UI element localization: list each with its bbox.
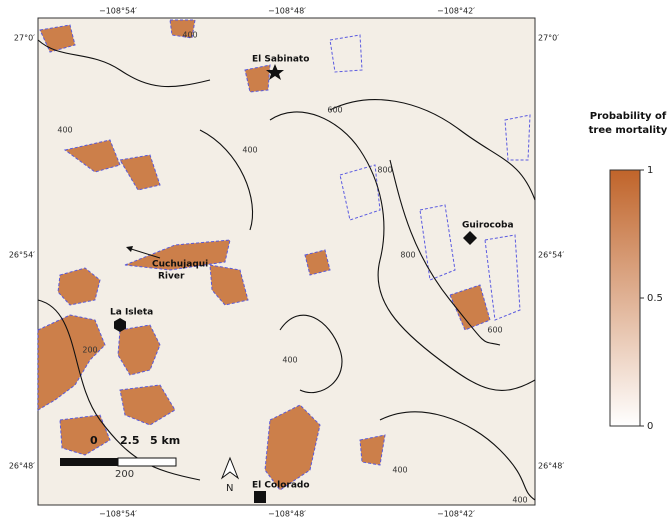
- scale-label: 0: [90, 434, 98, 447]
- contour-label: 400: [512, 496, 527, 505]
- scale-label: 5 km: [150, 434, 180, 447]
- contour-label: 200: [82, 346, 97, 355]
- river-label: Cuchujaqui: [152, 260, 208, 270]
- contour-label: 800: [400, 251, 415, 260]
- place-label: Guirocoba: [462, 221, 514, 231]
- left-label: 26°54′: [9, 251, 35, 260]
- bottom-label: −108°48′: [268, 510, 306, 519]
- left-label: 26°48′: [9, 462, 35, 471]
- tick-label: 1: [647, 165, 653, 176]
- scale-segment: [118, 458, 176, 466]
- right-label: 26°48′: [538, 462, 564, 471]
- legend: Probability of tree mortality 00.51: [589, 111, 668, 432]
- square-marker: [254, 491, 266, 503]
- place-label: El Sabinato: [252, 55, 309, 65]
- contour-label: 400: [57, 126, 72, 135]
- right-label: 27°0′: [538, 34, 559, 43]
- bottom-label: −108°42′: [437, 510, 475, 519]
- scale-segment: [60, 458, 118, 466]
- river-label: River: [158, 272, 185, 282]
- top-label: −108°48′: [268, 7, 306, 16]
- bottom-label: −108°54′: [99, 510, 137, 519]
- place-label: El Colorado: [252, 481, 310, 491]
- map-figure: 400 400 400 600 800 800 600 200 400 400 400 −108°5…: [0, 0, 671, 520]
- contour-label: 200: [115, 469, 134, 480]
- contour-label: 600: [487, 326, 502, 335]
- legend-ticks: 00.51: [640, 165, 663, 432]
- top-label: −108°54′: [99, 7, 137, 16]
- place-label: La Isleta: [110, 308, 153, 318]
- tick-label: 0.5: [647, 293, 663, 304]
- contour-label: 800: [377, 166, 392, 175]
- contour-label: 400: [282, 356, 297, 365]
- colorbar: [610, 170, 640, 426]
- tick-label: 0: [647, 421, 653, 432]
- contour-label: 600: [327, 106, 342, 115]
- north-label: N: [226, 483, 233, 494]
- right-label: 26°54′: [538, 251, 564, 260]
- contour-label: 400: [392, 466, 407, 475]
- contour-label: 400: [182, 31, 197, 40]
- scale-label: 2.5: [120, 434, 140, 447]
- legend-title: tree mortality: [589, 125, 668, 136]
- left-label: 27°0′: [14, 34, 35, 43]
- legend-title: Probability of: [590, 111, 667, 122]
- top-label: −108°42′: [437, 7, 475, 16]
- contour-label: 400: [242, 146, 257, 155]
